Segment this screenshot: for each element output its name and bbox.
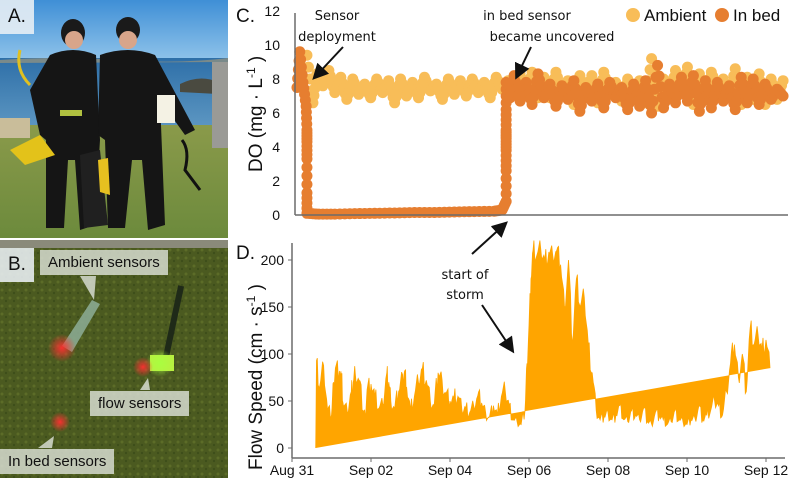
flow-y-ticks: 0 50 100 150 200 <box>261 252 292 456</box>
do-inbed-point <box>301 153 313 165</box>
flow-x-tick-label: Sep 10 <box>665 462 710 478</box>
legend-ambient-marker <box>626 8 640 22</box>
panel-a-label: A. <box>0 0 34 34</box>
callout-in-bed-sensors: In bed sensors <box>0 449 115 474</box>
flow-y-tick-label: 50 <box>268 393 284 409</box>
flow-x-tick-label: Sep 04 <box>428 462 473 478</box>
flow-y-tick-label: 0 <box>276 440 284 456</box>
panel-b-label: B. <box>0 248 34 282</box>
flow-x-tick-label: Sep 12 <box>744 462 789 478</box>
arrow-sensor-deployment <box>312 46 344 80</box>
flow-chart: D. Flow Speed (cm · s-1 ) 0 50 100 150 200 A… <box>236 221 789 478</box>
legend-inbed-label: In bed <box>733 6 780 25</box>
annotation-start-of-storm: start of storm <box>442 221 515 354</box>
do-ambient-point <box>729 63 741 75</box>
arrow-uncovered <box>515 46 532 80</box>
annotation-storm-line2: storm <box>446 288 484 303</box>
annotation-uncovered: in bed sensor became uncovered <box>483 9 615 80</box>
annotation-uncovered-line2: became uncovered <box>490 30 615 45</box>
do-inbed-point-fill <box>301 178 313 190</box>
do-y-tick-label: 4 <box>272 139 280 155</box>
flow-x-ticks: Aug 31 Sep 02 Sep 04 Sep 06 Sep 08 Sep 10 Sep … <box>270 458 789 478</box>
flow-area <box>315 240 771 449</box>
do-inbed-point-fill <box>647 95 659 107</box>
flow-x-tick-label: Sep 08 <box>586 462 631 478</box>
annotation-sensor-deployment: Sensor deployment <box>298 9 376 80</box>
flow-y-tick-label: 150 <box>261 299 285 315</box>
do-inbed-point-fill <box>500 188 512 200</box>
sensors-photo-illustration <box>0 240 228 478</box>
flow-x-tick-label: Sep 02 <box>349 462 394 478</box>
callout-flow-sensors: flow sensors <box>90 391 190 416</box>
do-legend: Ambient In bed <box>626 6 780 25</box>
do-inbed-point <box>500 195 512 207</box>
do-y-tick-label: 0 <box>272 207 280 223</box>
do-inbed-point-fill <box>301 161 313 173</box>
do-ambient-point <box>777 75 789 87</box>
photo-divers: A. <box>0 0 228 238</box>
annotation-uncovered-line1: in bed sensor <box>483 9 571 24</box>
do-inbed-point <box>777 90 789 102</box>
do-inbed-point <box>687 70 699 82</box>
flow-y-tick-label: 100 <box>261 346 285 362</box>
do-y-ticks: 0 2 4 6 8 10 12 <box>264 3 280 223</box>
do-inbed-point <box>646 107 658 119</box>
arrow-storm-to-do <box>471 221 508 255</box>
do-y-tick-label: 10 <box>264 37 280 53</box>
panel-d-label: D. <box>236 243 255 264</box>
do-y-tick-label: 6 <box>272 105 280 121</box>
do-inbed-point-fill <box>301 170 313 182</box>
flow-y-tick-label: 200 <box>261 252 285 268</box>
annotation-sensor-deployment-line2: deployment <box>298 30 376 45</box>
do-inbed-point-fill <box>689 79 701 91</box>
do-ambient-point <box>681 61 693 73</box>
annotation-storm-line1: start of <box>442 268 489 283</box>
do-y-tick-label: 12 <box>264 3 280 19</box>
do-inbed-point-fill <box>500 180 512 192</box>
flow-x-tick-label: Aug 31 <box>270 462 315 478</box>
callout-ambient-sensors: Ambient sensors <box>40 250 168 275</box>
do-y-tick-label: 2 <box>272 173 280 189</box>
flow-series <box>315 240 771 449</box>
flow-y-axis-title: Flow Speed (cm · s-1 ) <box>244 284 267 470</box>
legend-ambient-label: Ambient <box>644 6 707 25</box>
flow-x-tick-label: Sep 06 <box>507 462 552 478</box>
do-inbed-point <box>652 59 664 71</box>
do-inbed-point-fill <box>500 172 512 184</box>
do-chart: C. DO (mg · L-1 ) 0 2 4 6 8 10 12 Ambient In b… <box>236 3 789 223</box>
do-y-axis-title: DO (mg · L-1 ) <box>244 56 267 172</box>
panel-c-label: C. <box>236 6 255 27</box>
annotation-sensor-deployment-line1: Sensor <box>315 9 360 24</box>
photo-sensors: B. Ambient sensors flow sensors In bed s… <box>0 240 228 478</box>
legend-inbed-marker <box>715 8 729 22</box>
do-inbed-point-fill <box>653 70 665 82</box>
arrow-storm-to-flow <box>481 304 515 354</box>
divers-photo-illustration <box>0 0 228 238</box>
do-y-tick-label: 8 <box>272 71 280 87</box>
callout-pointers <box>38 276 150 448</box>
